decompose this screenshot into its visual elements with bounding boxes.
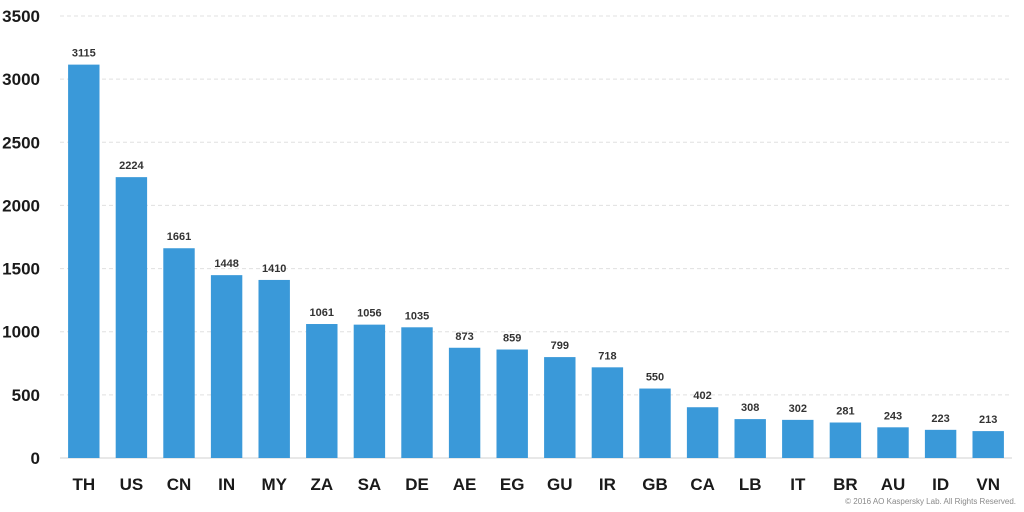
bar-gu — [544, 357, 576, 458]
bar-vn — [972, 431, 1004, 458]
data-label: 223 — [931, 413, 949, 425]
x-tick-label: ID — [932, 475, 949, 494]
x-tick-label: VN — [976, 475, 1000, 494]
x-tick-label: BR — [833, 475, 858, 494]
bar-eg — [496, 349, 528, 458]
data-label: 1410 — [262, 263, 286, 275]
bar-br — [829, 422, 862, 458]
bar-ir — [591, 367, 624, 458]
gridlines — [60, 15, 1012, 396]
bar-cn — [163, 248, 195, 458]
y-tick-label: 2500 — [2, 133, 40, 152]
y-tick-label: 3000 — [2, 70, 40, 89]
data-label: 718 — [598, 350, 616, 362]
bar-de — [401, 327, 433, 458]
x-tick-label: CA — [690, 475, 715, 494]
data-label: 3115 — [72, 48, 96, 60]
y-tick-label: 3500 — [2, 7, 40, 26]
bar-gb — [639, 388, 671, 458]
data-label: 799 — [551, 340, 569, 352]
y-axis-ticks: 0 500 1000 1500 2000 2500 3000 3500 — [2, 7, 40, 468]
data-label: 859 — [503, 333, 521, 345]
x-tick-label: US — [120, 475, 144, 494]
y-tick-label: 500 — [12, 386, 40, 405]
bar-ae — [448, 347, 481, 458]
bar-lb — [734, 419, 766, 458]
x-tick-label: MY — [261, 475, 287, 494]
y-tick-label: 0 — [31, 449, 40, 468]
bars — [68, 64, 1004, 459]
x-tick-label: DE — [405, 475, 429, 494]
x-tick-label: SA — [358, 475, 382, 494]
data-label: 213 — [979, 414, 997, 426]
x-tick-label: AE — [453, 475, 477, 494]
data-label: 1056 — [357, 308, 381, 320]
bar-us — [115, 177, 148, 458]
x-axis-labels: TH US CN IN MY ZA SA DE AE EG GU IR GB CA LB IT BR AU ID VN — [72, 475, 1000, 494]
x-tick-label: CN — [167, 475, 192, 494]
bar-my — [258, 279, 290, 458]
bar-au — [877, 427, 909, 458]
data-label: 1661 — [167, 231, 191, 243]
bar-sa — [353, 324, 386, 458]
data-label: 2224 — [119, 160, 144, 172]
bar-in — [210, 275, 243, 458]
x-tick-label: TH — [72, 475, 95, 494]
x-tick-label: IR — [599, 475, 616, 494]
x-tick-label: AU — [881, 475, 906, 494]
data-label: 243 — [884, 410, 902, 422]
y-tick-label: 1500 — [2, 260, 40, 279]
data-label: 281 — [836, 406, 854, 418]
bar-it — [782, 419, 814, 458]
x-tick-label: LB — [739, 475, 762, 494]
bar-th — [68, 64, 100, 459]
bar-za — [306, 324, 338, 458]
x-tick-label: EG — [500, 475, 525, 494]
x-tick-label: GU — [547, 475, 573, 494]
bar-id — [924, 429, 957, 458]
bar-ca — [686, 407, 719, 458]
data-label: 1061 — [310, 307, 334, 319]
x-tick-label: ZA — [310, 475, 333, 494]
data-label: 402 — [693, 390, 711, 402]
data-labels: 3115 2224 1661 1448 1410 1061 1056 1035 873 859 79… — [72, 48, 998, 426]
data-label: 873 — [455, 331, 473, 343]
y-tick-label: 2000 — [2, 196, 40, 215]
data-label: 302 — [789, 403, 807, 415]
x-tick-label: IN — [218, 475, 235, 494]
data-label: 1448 — [214, 258, 238, 270]
x-tick-label: IT — [790, 475, 806, 494]
y-tick-label: 1000 — [2, 323, 40, 342]
data-label: 308 — [741, 402, 759, 414]
x-tick-label: GB — [642, 475, 668, 494]
data-label: 1035 — [405, 310, 429, 322]
data-label: 550 — [646, 372, 664, 384]
copyright-notice: © 2016 AO Kaspersky Lab. All Rights Rese… — [845, 497, 1016, 506]
